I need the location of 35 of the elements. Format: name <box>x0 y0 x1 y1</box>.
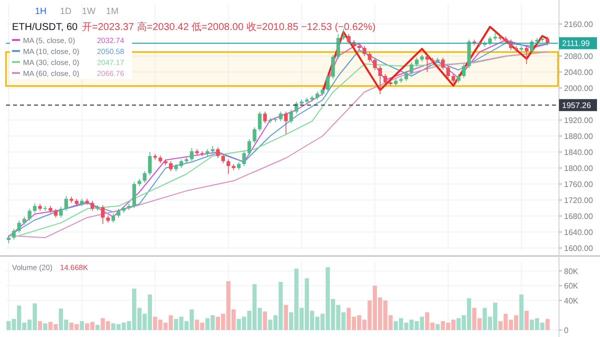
y-tick-label: 1880.00 <box>564 132 594 141</box>
bar <box>524 310 529 330</box>
bar <box>545 318 550 330</box>
y-tick-label: 0 <box>564 326 569 335</box>
annotation: 开=2023.37 高=2030.42 低=2008.00 收=2010.85 −12.53 (−0.62%) <box>82 21 376 33</box>
y-tick-label: 2000.00 <box>564 84 594 93</box>
bar <box>436 324 440 330</box>
bar <box>38 321 42 330</box>
y-tick-label: 1600.00 <box>564 244 594 253</box>
annotation: 1H <box>35 6 47 16</box>
annotation: 1D <box>60 6 72 16</box>
y-tick-label: 80K <box>564 266 579 276</box>
bar <box>262 312 268 330</box>
text: ETH/USDT, 60 <box>12 22 78 33</box>
y-tick-label: 1920.00 <box>564 116 594 125</box>
bar <box>95 324 100 330</box>
y-tick-label: 2160.00 <box>564 20 594 29</box>
y-tick-label: 60K <box>564 282 579 291</box>
y-tick-label: 1680.00 <box>564 212 594 221</box>
bar <box>519 294 524 330</box>
annotation: 1W <box>82 6 96 16</box>
y-tick-label: 1760.00 <box>564 180 594 189</box>
annotation: 1M <box>106 6 119 16</box>
bar <box>284 304 288 330</box>
y-tick-label: 1800.00 <box>564 164 594 173</box>
y-tick-label: 1720.00 <box>564 196 594 205</box>
y-tick-label: 1640.00 <box>564 228 594 237</box>
y-tick-label: 40K <box>564 296 579 306</box>
y-tick-label: 2080.00 <box>564 52 594 61</box>
ref-line-label: 1957.26 <box>562 101 592 110</box>
ref-line-label: 2111.99 <box>562 39 590 48</box>
bar <box>43 323 48 330</box>
bar <box>80 321 84 330</box>
y-tick-label: 1840.00 <box>564 148 594 157</box>
y-tick-label: 2040.00 <box>564 68 594 77</box>
